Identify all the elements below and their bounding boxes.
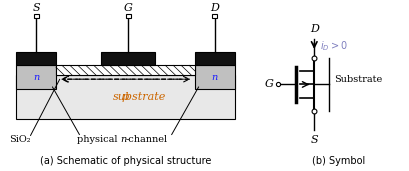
Text: n: n — [33, 73, 39, 82]
Text: G: G — [264, 80, 273, 89]
Text: physical: physical — [77, 135, 120, 144]
Bar — [56, 65, 195, 75]
Bar — [16, 75, 234, 119]
Bar — [212, 14, 217, 18]
Text: S: S — [32, 3, 40, 13]
Text: D: D — [309, 24, 318, 34]
Bar — [101, 52, 155, 65]
Bar — [16, 52, 56, 65]
Bar — [125, 14, 130, 18]
Text: (a) Schematic of physical structure: (a) Schematic of physical structure — [40, 156, 211, 166]
Text: D: D — [210, 3, 219, 13]
Text: n: n — [120, 135, 126, 144]
Text: G: G — [123, 3, 132, 13]
Text: p: p — [122, 92, 129, 102]
Text: $i_D > 0$: $i_D > 0$ — [319, 39, 347, 53]
Text: Substrate: Substrate — [333, 75, 382, 84]
Text: SiO₂: SiO₂ — [9, 135, 31, 144]
Bar — [16, 65, 56, 89]
Text: (b) Symbol: (b) Symbol — [312, 156, 365, 166]
Bar — [34, 14, 38, 18]
Bar — [195, 65, 234, 89]
Text: -channel: -channel — [125, 135, 167, 144]
Text: n: n — [211, 73, 218, 82]
Text: substrate: substrate — [112, 92, 166, 102]
Text: S: S — [310, 135, 317, 145]
Bar — [195, 52, 234, 65]
